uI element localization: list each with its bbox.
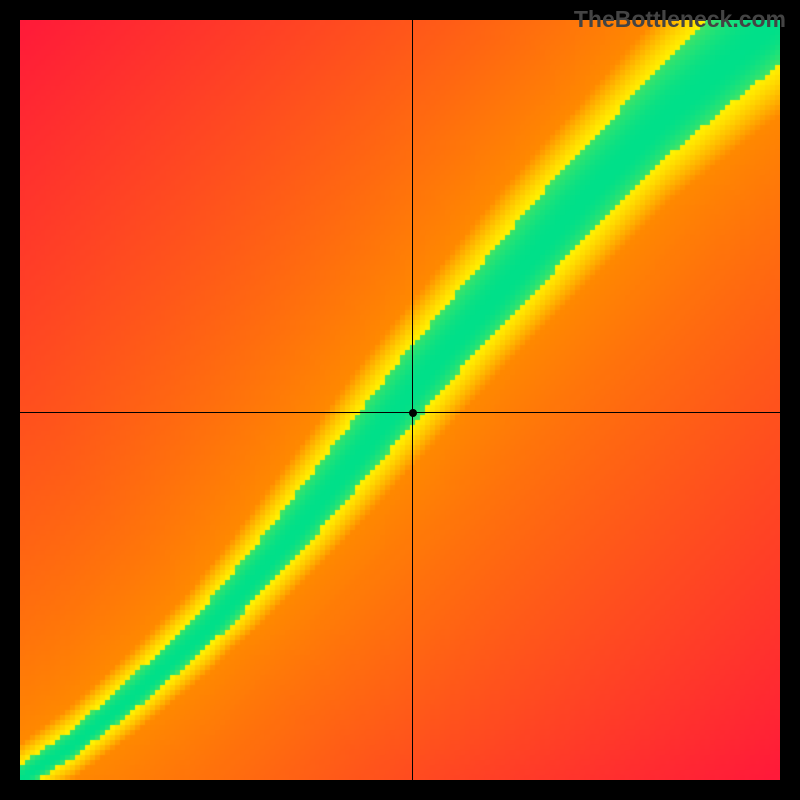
plot-frame — [0, 0, 800, 800]
crosshair-horizontal — [20, 412, 780, 413]
heatmap-canvas — [20, 20, 780, 780]
plot-area — [20, 20, 780, 780]
watermark-text: TheBottleneck.com — [574, 6, 786, 33]
crosshair-vertical — [412, 20, 413, 780]
selection-marker — [409, 409, 417, 417]
